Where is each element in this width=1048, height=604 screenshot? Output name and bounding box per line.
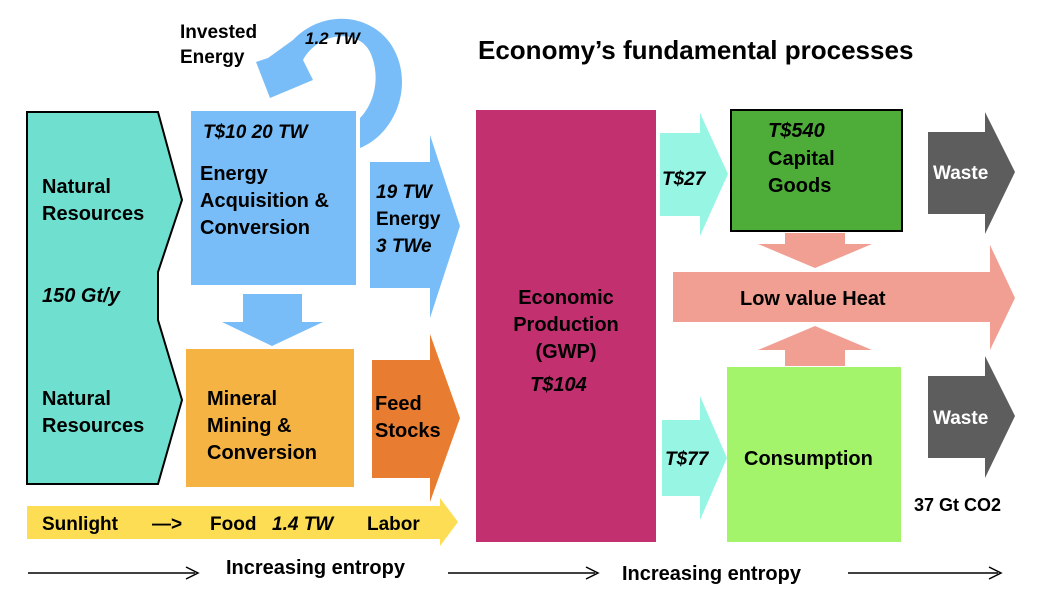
capital-to-heat-arrow bbox=[758, 233, 872, 268]
energy-to-mineral-arrow bbox=[222, 294, 323, 346]
invested-energy-label-line2: Energy bbox=[180, 47, 245, 68]
natural-resources-rate: 150 Gt/y bbox=[42, 285, 121, 307]
energy-arrow-line1: 19 TW bbox=[376, 182, 434, 203]
energy-arrow-line2: Energy bbox=[376, 209, 441, 230]
energy-box-value: T$10 20 TW bbox=[203, 122, 310, 143]
mineral-box-line2: Mining & bbox=[207, 415, 291, 437]
consumption-label: Consumption bbox=[744, 448, 873, 470]
energy-acquisition-box bbox=[191, 111, 356, 285]
consumption-to-heat-arrow bbox=[758, 326, 872, 366]
invested-energy-loop-arrow bbox=[256, 18, 402, 148]
entropy-right-label: Increasing entropy bbox=[622, 563, 802, 585]
capital-flow-arrow bbox=[660, 113, 728, 236]
co2-label: 37 Gt CO2 bbox=[914, 495, 1001, 515]
food-power-value: 1.4 TW bbox=[272, 514, 335, 535]
economic-production-box bbox=[476, 110, 656, 542]
invested-energy-value: 1.2 TW bbox=[305, 29, 362, 48]
entropy-middle-arrow bbox=[448, 566, 600, 580]
capital-goods-box bbox=[730, 109, 903, 232]
mineral-box-line3: Conversion bbox=[207, 442, 317, 464]
feed-stocks-line1: Feed bbox=[375, 393, 422, 415]
waste-top-arrow bbox=[928, 112, 1015, 234]
mineral-box-line1: Mineral bbox=[207, 388, 277, 410]
production-value: T$104 bbox=[530, 374, 587, 396]
entropy-right-arrow bbox=[848, 566, 1003, 580]
food-label: Food bbox=[210, 514, 256, 535]
feed-stocks-line2: Stocks bbox=[375, 420, 441, 442]
waste-bottom-arrow bbox=[928, 356, 1015, 478]
sunlight-arrow-label: —> bbox=[152, 514, 182, 535]
consumption-flow-value: T$77 bbox=[665, 449, 710, 470]
feed-stocks-arrow bbox=[372, 334, 460, 502]
capital-flow-value: T$27 bbox=[662, 169, 707, 190]
energy-box-line2: Acquisition & bbox=[200, 190, 329, 212]
natural-resources-top-line1: Natural bbox=[42, 176, 111, 198]
consumption-flow-arrow bbox=[662, 396, 727, 520]
sunlight-label: Sunlight bbox=[42, 514, 119, 535]
capital-box-line2: Goods bbox=[768, 175, 831, 197]
waste-bottom-label: Waste bbox=[933, 408, 988, 429]
heat-label: Low value Heat bbox=[740, 288, 886, 310]
energy-arrow-line3: 3 TWe bbox=[376, 236, 432, 257]
energy-output-arrow bbox=[370, 135, 460, 318]
natural-resources-bottom-line1: Natural bbox=[42, 388, 111, 410]
energy-box-line1: Energy bbox=[200, 163, 269, 185]
natural-resources-shape bbox=[26, 111, 184, 485]
entropy-left-arrow bbox=[28, 566, 200, 580]
natural-resources-top-line2: Resources bbox=[42, 203, 144, 225]
production-line2: Production bbox=[513, 314, 619, 336]
low-value-heat-arrow bbox=[673, 245, 1015, 350]
capital-box-line1: Capital bbox=[768, 148, 835, 170]
capital-box-value: T$540 bbox=[768, 120, 825, 142]
production-line3: (GWP) bbox=[535, 341, 596, 363]
energy-box-line3: Conversion bbox=[200, 217, 310, 239]
waste-top-label: Waste bbox=[933, 163, 988, 184]
diagram-title: Economy’s fundamental processes bbox=[478, 35, 913, 65]
consumption-box bbox=[727, 367, 901, 542]
invested-energy-label-line1: Invested bbox=[180, 22, 257, 43]
labor-label: Labor bbox=[367, 514, 420, 535]
mineral-mining-box bbox=[186, 349, 354, 487]
natural-resources-bottom-line2: Resources bbox=[42, 415, 144, 437]
sunlight-food-labor-arrow bbox=[27, 498, 458, 546]
entropy-left-label: Increasing entropy bbox=[226, 557, 406, 579]
production-line1: Economic bbox=[518, 287, 614, 309]
